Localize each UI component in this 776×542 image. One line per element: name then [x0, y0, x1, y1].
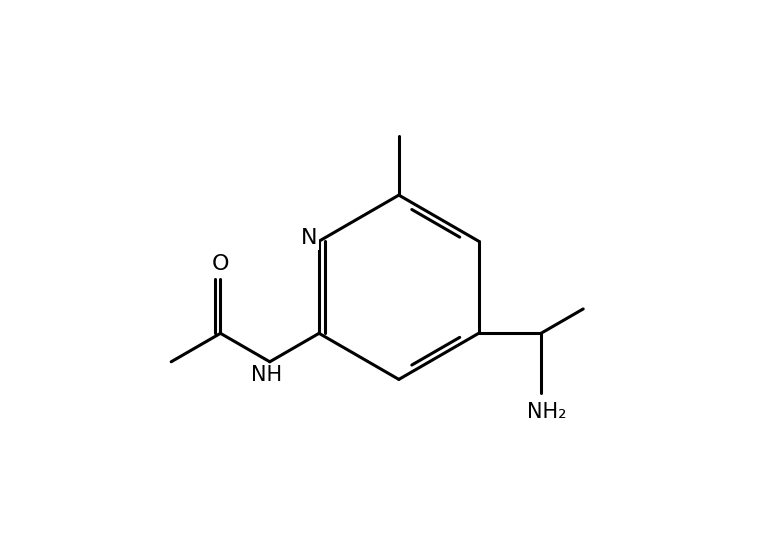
Text: N: N [301, 229, 317, 248]
Text: NH₂: NH₂ [527, 402, 566, 422]
Text: O: O [212, 254, 229, 274]
Text: NH: NH [251, 365, 282, 385]
